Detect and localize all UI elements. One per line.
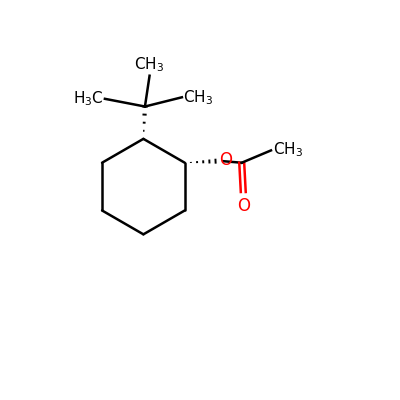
Text: O: O <box>237 197 250 215</box>
Text: O: O <box>219 151 232 169</box>
Text: H$_3$C: H$_3$C <box>73 90 103 108</box>
Text: CH$_3$: CH$_3$ <box>272 140 303 159</box>
Text: CH$_3$: CH$_3$ <box>184 88 214 107</box>
Text: CH$_3$: CH$_3$ <box>134 56 165 74</box>
